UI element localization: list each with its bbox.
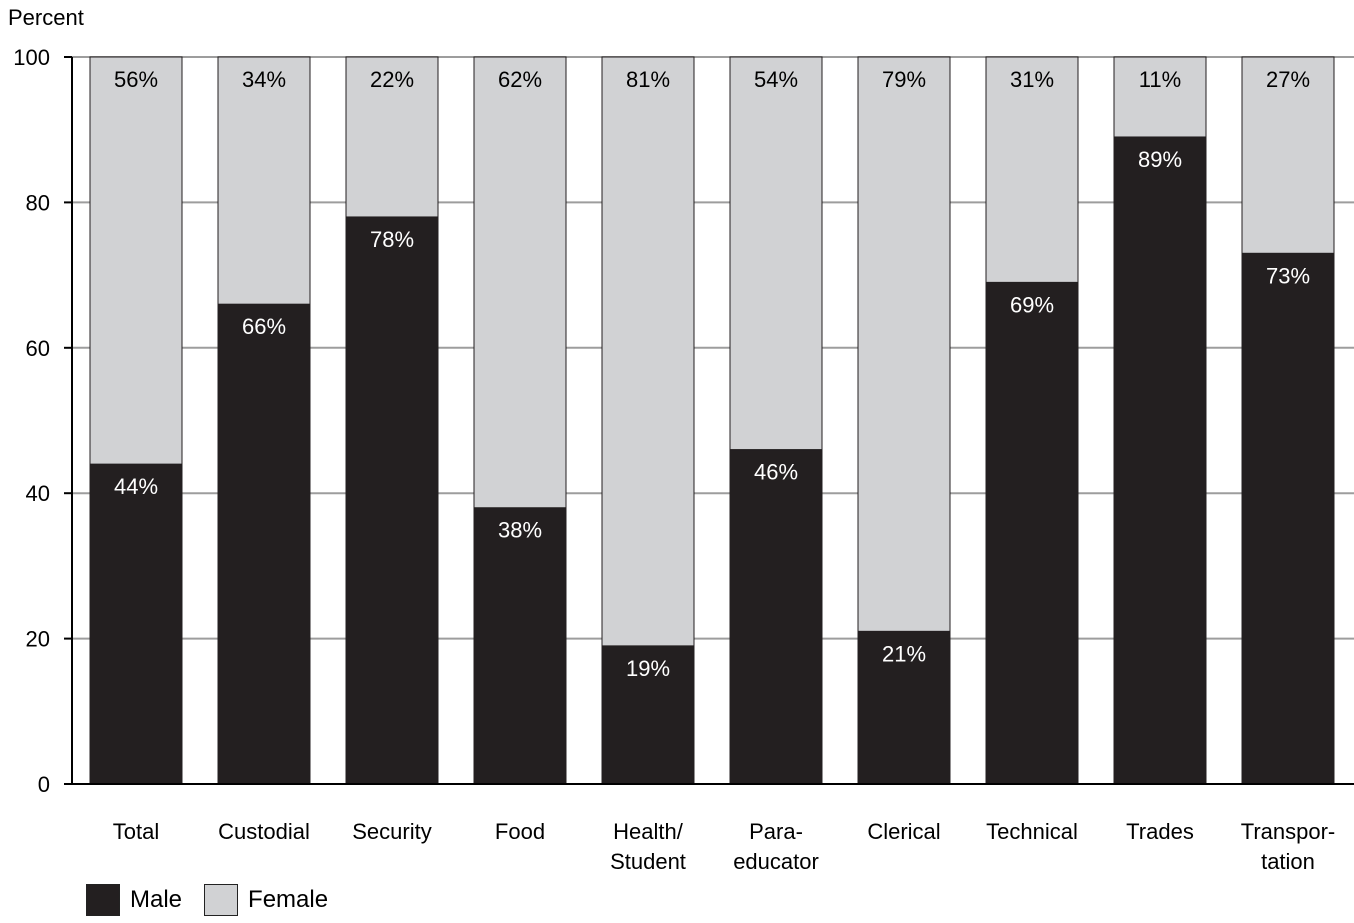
x-category-label: tation	[1261, 849, 1315, 874]
data-label-female: 54%	[754, 67, 798, 92]
y-tick-label: 20	[26, 627, 50, 652]
data-label-male: 38%	[498, 518, 542, 543]
x-category-label: Clerical	[867, 819, 940, 844]
bar-male	[1241, 252, 1335, 785]
bar-male	[857, 630, 951, 785]
bar-male	[345, 216, 439, 785]
data-label-female: 79%	[882, 67, 926, 92]
y-tick-label: 0	[38, 772, 50, 797]
bar-male	[89, 463, 183, 785]
bar-male	[729, 449, 823, 785]
data-label-male: 69%	[1010, 292, 1054, 317]
bar-female	[89, 56, 183, 465]
bar-female	[345, 56, 439, 218]
x-category-label: Para-	[749, 819, 803, 844]
bar-male	[985, 281, 1079, 785]
data-label-male: 19%	[626, 656, 670, 681]
x-category-label: Student	[610, 849, 686, 874]
bar-female	[985, 56, 1079, 283]
x-category-label: Trades	[1126, 819, 1194, 844]
x-category-label: Security	[352, 819, 431, 844]
y-axis-title: Percent	[8, 5, 84, 30]
labels: 0 20 40 60 80 100 44% 56% Total 66% 34% Custodial 78…	[13, 45, 1335, 874]
data-label-female: 31%	[1010, 67, 1054, 92]
bar-female	[1113, 56, 1207, 138]
data-label-male: 78%	[370, 227, 414, 252]
y-tick-label: 40	[26, 481, 50, 506]
data-label-male: 46%	[754, 460, 798, 485]
data-label-female: 62%	[498, 67, 542, 92]
x-category-label: Health/	[613, 819, 684, 844]
bar-female	[1241, 56, 1335, 254]
bar-male	[1113, 136, 1207, 785]
y-tick-label: 80	[26, 190, 50, 215]
axes	[64, 56, 1354, 785]
legend-label-female: Female	[248, 886, 329, 913]
x-category-label: Transpor-	[1241, 819, 1336, 844]
bar-male	[217, 303, 311, 785]
data-label-female: 11%	[1139, 67, 1181, 92]
bar-female	[217, 56, 311, 305]
legend-swatch-female	[204, 884, 239, 916]
x-category-label: Technical	[986, 819, 1078, 844]
bar-female	[473, 56, 567, 509]
bar-female	[601, 56, 695, 647]
data-label-female: 22%	[370, 67, 414, 92]
x-category-label: Food	[495, 819, 545, 844]
bar-male	[473, 507, 567, 785]
x-category-label: educator	[733, 849, 819, 874]
legend-swatch-male	[86, 884, 120, 916]
data-label-male: 73%	[1266, 263, 1310, 288]
data-label-female: 27%	[1266, 67, 1310, 92]
y-tick-label: 100	[13, 45, 50, 70]
legend-label-male: Male	[130, 886, 183, 913]
data-label-female: 34%	[242, 67, 286, 92]
x-category-label: Total	[113, 819, 159, 844]
bar-female	[729, 56, 823, 451]
data-label-male: 89%	[1138, 147, 1182, 172]
data-label-female: 81%	[626, 67, 670, 92]
x-category-label: Custodial	[218, 819, 310, 844]
bar-female	[857, 56, 951, 632]
legend: Male Female	[86, 884, 350, 916]
y-tick-label: 60	[26, 336, 50, 361]
bars	[89, 56, 1335, 785]
data-label-male: 44%	[114, 474, 158, 499]
data-label-female: 56%	[114, 67, 158, 92]
bar-male	[601, 645, 695, 785]
data-label-male: 66%	[242, 314, 286, 339]
data-label-male: 21%	[882, 641, 926, 666]
